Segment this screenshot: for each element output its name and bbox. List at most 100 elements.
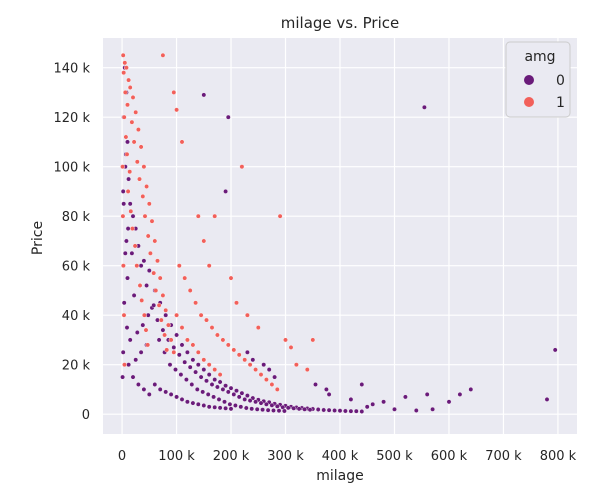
data-point-amg-0 [225, 114, 231, 120]
data-point-amg-1 [179, 139, 185, 145]
legend: amg 0 1 [505, 41, 571, 118]
data-point-amg-0 [146, 268, 152, 273]
data-point-amg-1 [147, 250, 153, 256]
data-point-amg-0 [222, 399, 227, 405]
data-point-amg-1 [214, 332, 220, 338]
data-point-amg-1 [163, 307, 169, 313]
data-point-amg-1 [231, 347, 237, 353]
data-point-amg-1 [122, 362, 127, 368]
data-point-amg-0 [160, 327, 166, 333]
data-point-amg-0 [381, 399, 386, 405]
data-point-amg-0 [250, 357, 256, 363]
data-point-amg-0 [302, 406, 307, 412]
data-point-amg-0 [125, 226, 131, 232]
data-point-amg-0 [272, 374, 277, 380]
data-point-amg-0 [359, 382, 365, 387]
data-point-amg-1 [283, 337, 288, 343]
data-point-amg-0 [140, 322, 146, 328]
x-tick-label: 0 [118, 449, 126, 464]
data-point-amg-1 [156, 302, 162, 308]
data-point-amg-0 [146, 391, 152, 397]
data-point-amg-1 [143, 327, 149, 333]
data-point-amg-0 [242, 396, 248, 402]
scatter-points [120, 52, 558, 414]
data-point-amg-0 [326, 407, 332, 413]
data-point-amg-0 [217, 405, 223, 411]
data-point-amg-1 [133, 109, 139, 115]
data-point-amg-1 [122, 60, 128, 66]
data-point-amg-0 [266, 367, 272, 372]
data-point-amg-0 [234, 388, 239, 394]
data-point-amg-0 [121, 300, 127, 306]
y-tick-label: 60 k [62, 260, 91, 275]
data-point-amg-1 [176, 263, 182, 269]
data-point-amg-0 [163, 312, 169, 318]
data-point-amg-1 [125, 188, 131, 194]
data-point-amg-1 [182, 275, 188, 281]
data-point-amg-1 [141, 164, 147, 170]
data-point-amg-1 [134, 159, 140, 165]
data-point-amg-0 [173, 367, 178, 372]
data-point-amg-1 [134, 263, 140, 269]
data-point-amg-0 [201, 92, 207, 98]
data-point-amg-1 [120, 164, 126, 170]
data-point-amg-1 [132, 243, 138, 249]
data-point-amg-0 [353, 408, 359, 414]
data-point-amg-1 [145, 233, 151, 239]
data-point-amg-0 [125, 139, 130, 145]
data-point-amg-0 [285, 405, 291, 411]
data-point-amg-0 [124, 325, 130, 330]
data-point-amg-0 [392, 406, 397, 412]
y-tick-label: 80 k [62, 210, 91, 225]
data-point-amg-0 [249, 406, 255, 412]
chart-title: milage vs. Price [281, 14, 399, 32]
data-point-amg-1 [144, 184, 150, 189]
data-point-amg-0 [261, 362, 267, 368]
data-point-amg-1 [124, 151, 130, 157]
data-point-amg-1 [310, 337, 316, 343]
data-point-amg-0 [315, 407, 321, 412]
data-point-amg-0 [212, 377, 218, 382]
data-point-amg-1 [255, 325, 261, 330]
data-point-amg-0 [323, 386, 329, 392]
data-point-amg-0 [348, 408, 354, 414]
data-point-amg-1 [244, 312, 250, 318]
data-point-amg-1 [160, 292, 166, 298]
data-point-amg-1 [122, 90, 128, 95]
data-point-amg-0 [133, 357, 139, 363]
data-point-amg-0 [254, 406, 260, 412]
data-point-amg-0 [121, 201, 127, 207]
data-point-amg-0 [313, 382, 318, 387]
data-point-amg-0 [291, 405, 297, 411]
data-point-amg-0 [243, 405, 249, 411]
data-point-amg-1 [209, 325, 215, 330]
data-point-amg-0 [168, 391, 174, 397]
data-point-amg-1 [153, 288, 159, 293]
data-point-amg-0 [187, 364, 193, 370]
x-tick-label: 500 k [376, 449, 413, 464]
data-point-amg-0 [247, 398, 253, 403]
data-point-amg-1 [190, 342, 196, 348]
data-point-amg-0 [183, 377, 189, 382]
data-point-amg-0 [204, 378, 209, 384]
y-tick-label: 0 [82, 408, 90, 423]
data-point-amg-0 [260, 407, 265, 413]
data-point-amg-0 [120, 374, 126, 380]
data-point-amg-1 [137, 283, 143, 288]
data-point-amg-1 [139, 297, 145, 303]
data-point-amg-0 [307, 407, 313, 413]
data-point-amg-0 [130, 213, 136, 219]
data-point-amg-1 [138, 144, 144, 150]
data-point-amg-1 [204, 317, 209, 323]
data-point-amg-0 [239, 390, 245, 396]
x-axis-ticks: 0 100 k 200 k 300 k 400 k 500 k 600 k 700 k 800 … [118, 449, 577, 464]
data-point-amg-1 [293, 362, 299, 368]
data-point-amg-1 [140, 193, 146, 199]
data-point-amg-0 [138, 349, 144, 355]
data-point-amg-1 [195, 349, 201, 355]
data-point-amg-1 [151, 270, 157, 276]
data-point-amg-1 [212, 367, 218, 372]
data-point-amg-0 [205, 391, 211, 397]
x-tick-label: 800 k [540, 449, 577, 464]
data-point-amg-0 [201, 403, 207, 408]
